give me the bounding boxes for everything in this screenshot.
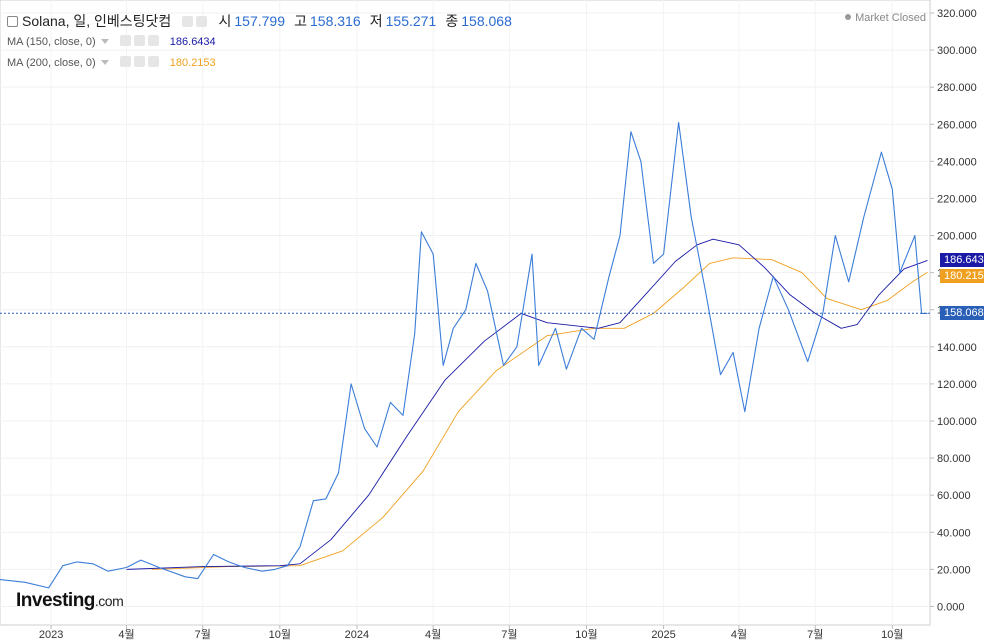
ma150-label: MA (150, close, 0) [7,36,96,48]
x-tick-label: 2025 [651,629,675,640]
status-dot-icon [845,14,852,20]
y-tick-label: 40.000 [937,527,971,539]
ma150-remove-icon[interactable] [147,35,159,46]
low-label: 저 [369,13,383,29]
chart-title: Solana, 일, 인베스팅닷컴 [22,13,172,29]
ma200-label: MA (200, close, 0) [7,57,96,69]
y-tick-label: 320.000 [937,8,977,20]
open-label: 시 [218,13,232,29]
last-price-tag: 158.068 [940,306,984,321]
ma200-legend: MA (200, close, 0) 180.2153 [7,56,216,69]
high-value: 158.316 [310,13,361,29]
y-tick-label: 100.000 [937,416,977,428]
grid [0,0,930,625]
price-series-line [0,121,928,589]
ma200-settings-icon[interactable] [133,56,145,67]
y-tick-label: 240.000 [937,156,977,168]
high-label: 고 [294,13,307,29]
investing-logo: Investing.com [16,590,124,612]
y-tick-label: 200.000 [937,231,977,243]
ma150-value: 186.6434 [169,36,216,48]
x-axis: 2023 4월 7월 10월 2024 4월 7월 10월 2025 4월 7월 10월 [39,625,903,640]
collapse-icon[interactable] [7,16,18,27]
x-tick-label: 10월 [881,628,903,640]
market-status-label: Market Closed [855,12,926,24]
x-tick-label: 4월 [731,628,747,640]
x-tick-label: 7월 [195,628,211,640]
ma200-price-tag: 180.215 [940,269,984,284]
x-tick-label: 10월 [269,628,291,640]
settings-icon[interactable] [196,16,208,27]
ma150-menu-icon[interactable] [100,39,109,44]
x-tick-label: 7월 [807,628,823,640]
y-tick-label: 280.000 [937,82,977,94]
open-value: 157.799 [234,13,285,29]
close-label: 종 [445,13,459,29]
ma200-menu-icon[interactable] [100,60,109,65]
y-tick-label: 0.000 [937,601,965,613]
ma150-visibility-icon[interactable] [119,35,131,46]
visibility-icon[interactable] [182,16,194,27]
ma200-series-line [151,257,928,570]
ma200-visibility-icon[interactable] [119,56,131,67]
logo-text: Investing [16,590,95,611]
close-value: 158.068 [461,13,512,29]
x-tick-label: 10월 [575,628,597,640]
x-tick-label: 7월 [501,628,517,640]
x-tick-label: 4월 [118,628,134,640]
ma200-value: 180.2153 [169,57,216,69]
x-tick-label: 4월 [425,628,441,640]
y-tick-label: 60.000 [937,490,971,502]
y-tick-label: 80.000 [937,453,971,465]
ma200-remove-icon[interactable] [147,56,159,67]
ma150-settings-icon[interactable] [133,35,145,46]
y-tick-label: 140.000 [937,342,977,354]
market-status: Market Closed [845,12,926,24]
y-tick-label: 120.000 [937,379,977,391]
ma150-legend: MA (150, close, 0) 186.6434 [7,35,216,48]
ma150-price-tag: 186.643 [940,253,984,268]
low-value: 155.271 [385,13,437,29]
x-tick-label: 2023 [39,629,63,640]
ma150-series-line [126,238,928,570]
x-tick-label: 2024 [345,629,369,640]
y-tick-label: 20.000 [937,564,971,576]
y-tick-label: 260.000 [937,119,977,131]
header-legend: Solana, 일, 인베스팅닷컴 시 157.799 고 158.316 저 … [7,11,512,31]
y-tick-label: 220.000 [937,193,977,205]
y-axis: 320.000 300.000 280.000 260.000 240.000 220.0… [930,8,977,613]
logo-suffix: .com [94,593,124,609]
y-tick-label: 300.000 [937,45,977,57]
